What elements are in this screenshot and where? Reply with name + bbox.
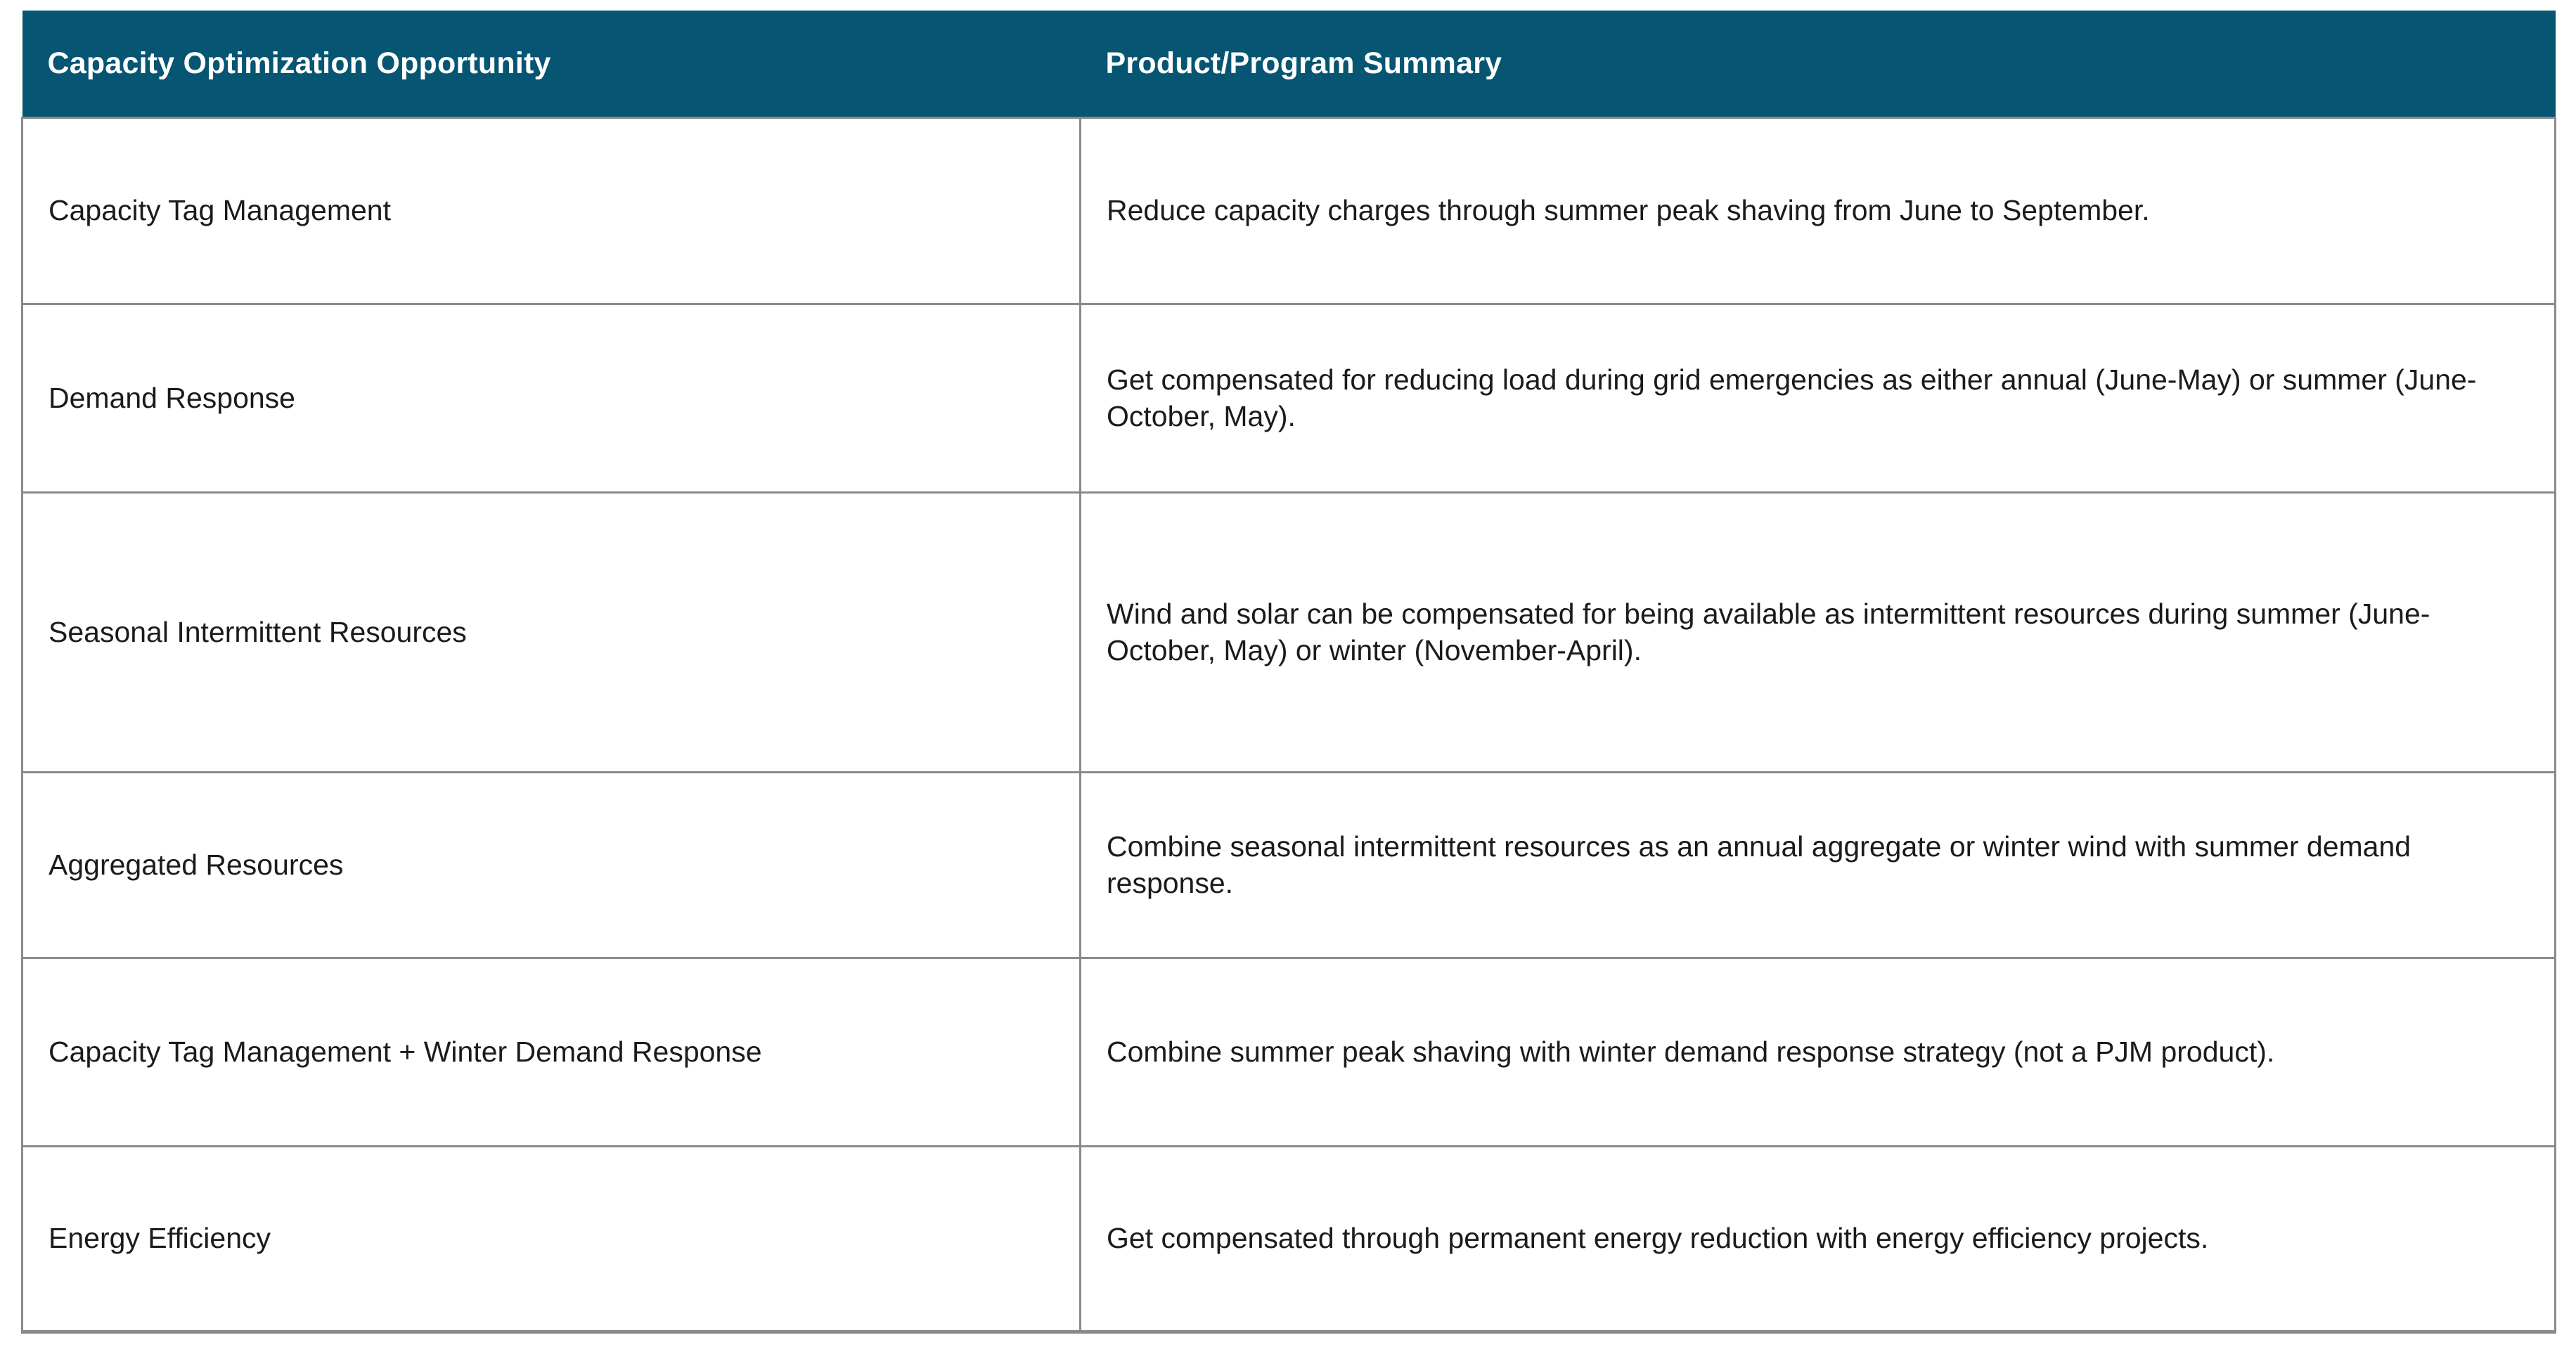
summary-cell: Reduce capacity charges through summer p… [1079, 116, 2556, 305]
capacity-optimization-table: Capacity Optimization Opportunity Produc… [21, 11, 2556, 1334]
opportunity-cell: Energy Efficiency [21, 1145, 1081, 1334]
opportunity-cell: Aggregated Resources [21, 771, 1081, 959]
summary-cell: Get compensated through permanent energy… [1079, 1145, 2556, 1334]
summary-cell: Wind and solar can be compensated for be… [1079, 491, 2556, 773]
summary-cell: Combine seasonal intermittent resources … [1079, 771, 2556, 959]
opportunity-cell: Capacity Tag Management [21, 116, 1081, 305]
table-row-aggregated-resources: Aggregated Resources Combine seasonal in… [21, 771, 2556, 959]
opportunity-cell: Demand Response [21, 302, 1081, 494]
column-header-summary: Product/Program Summary [1080, 11, 2556, 117]
table-row-seasonal-intermittent-resources: Seasonal Intermittent Resources Wind and… [21, 491, 2556, 773]
column-header-opportunity: Capacity Optimization Opportunity [22, 11, 1081, 117]
table-row-energy-efficiency: Energy Efficiency Get compensated throug… [21, 1145, 2556, 1334]
table-row-capacity-tag-management: Capacity Tag Management Reduce capacity … [21, 116, 2556, 305]
table-row-demand-response: Demand Response Get compensated for redu… [21, 302, 2556, 494]
summary-cell: Combine summer peak shaving with winter … [1079, 956, 2556, 1147]
table-header-row: Capacity Optimization Opportunity Produc… [22, 11, 2556, 117]
table-row-capacity-tag-winter-demand-response: Capacity Tag Management + Winter Demand … [21, 956, 2556, 1147]
opportunity-cell: Seasonal Intermittent Resources [21, 491, 1081, 773]
opportunity-cell: Capacity Tag Management + Winter Demand … [21, 956, 1081, 1147]
summary-cell: Get compensated for reducing load during… [1079, 302, 2556, 494]
